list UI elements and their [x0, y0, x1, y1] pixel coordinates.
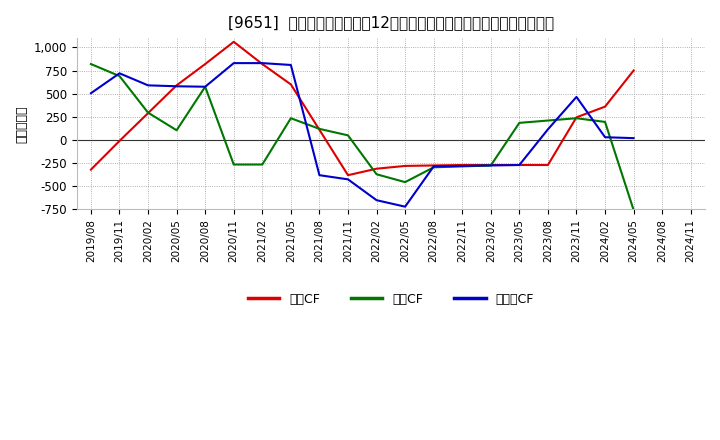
投資CF — [429, 165, 438, 170]
Line: 営業CF: 営業CF — [91, 42, 634, 175]
営業CF — [144, 110, 153, 116]
フリーCF — [487, 163, 495, 168]
営業CF — [372, 166, 381, 171]
フリーCF — [629, 136, 638, 141]
営業CF — [600, 104, 609, 109]
投資CF — [230, 162, 238, 167]
営業CF — [172, 83, 181, 88]
営業CF — [315, 127, 324, 132]
投資CF — [372, 172, 381, 177]
営業CF — [515, 162, 523, 168]
Title: [9651]  キャッシュフローの12か月移動合計の対前年同期増減額の推移: [9651] キャッシュフローの12か月移動合計の対前年同期増減額の推移 — [228, 15, 554, 30]
フリーCF — [315, 172, 324, 178]
営業CF — [629, 68, 638, 73]
営業CF — [487, 162, 495, 168]
投資CF — [600, 119, 609, 125]
フリーCF — [172, 84, 181, 89]
フリーCF — [458, 163, 467, 169]
営業CF — [201, 62, 210, 67]
営業CF — [86, 167, 95, 172]
営業CF — [401, 163, 410, 169]
営業CF — [258, 62, 266, 67]
投資CF — [544, 118, 552, 123]
フリーCF — [343, 177, 352, 182]
フリーCF — [572, 94, 581, 99]
営業CF — [343, 172, 352, 178]
投資CF — [401, 180, 410, 185]
投資CF — [572, 116, 581, 121]
投資CF — [172, 128, 181, 133]
投資CF — [144, 110, 153, 115]
営業CF — [115, 138, 124, 143]
投資CF — [315, 126, 324, 132]
フリーCF — [230, 60, 238, 66]
投資CF — [86, 62, 95, 67]
フリーCF — [401, 204, 410, 209]
投資CF — [258, 162, 266, 167]
営業CF — [287, 82, 295, 87]
営業CF — [458, 162, 467, 168]
投資CF — [201, 84, 210, 89]
投資CF — [287, 116, 295, 121]
投資CF — [487, 163, 495, 168]
営業CF — [544, 162, 552, 168]
Legend: 営業CF, 投資CF, フリーCF: 営業CF, 投資CF, フリーCF — [243, 288, 539, 311]
営業CF — [230, 39, 238, 44]
フリーCF — [86, 91, 95, 96]
フリーCF — [429, 164, 438, 169]
Line: フリーCF: フリーCF — [91, 63, 634, 207]
フリーCF — [115, 71, 124, 76]
Line: 投資CF: 投資CF — [91, 64, 634, 210]
フリーCF — [287, 62, 295, 68]
Y-axis label: （百万円）: （百万円） — [15, 105, 28, 143]
投資CF — [629, 207, 638, 213]
フリーCF — [544, 127, 552, 132]
フリーCF — [600, 135, 609, 140]
フリーCF — [515, 162, 523, 168]
投資CF — [515, 120, 523, 125]
投資CF — [458, 164, 467, 169]
営業CF — [429, 163, 438, 168]
フリーCF — [258, 60, 266, 66]
投資CF — [343, 133, 352, 138]
投資CF — [115, 73, 124, 79]
フリーCF — [372, 198, 381, 203]
フリーCF — [144, 83, 153, 88]
営業CF — [572, 115, 581, 120]
フリーCF — [201, 84, 210, 89]
